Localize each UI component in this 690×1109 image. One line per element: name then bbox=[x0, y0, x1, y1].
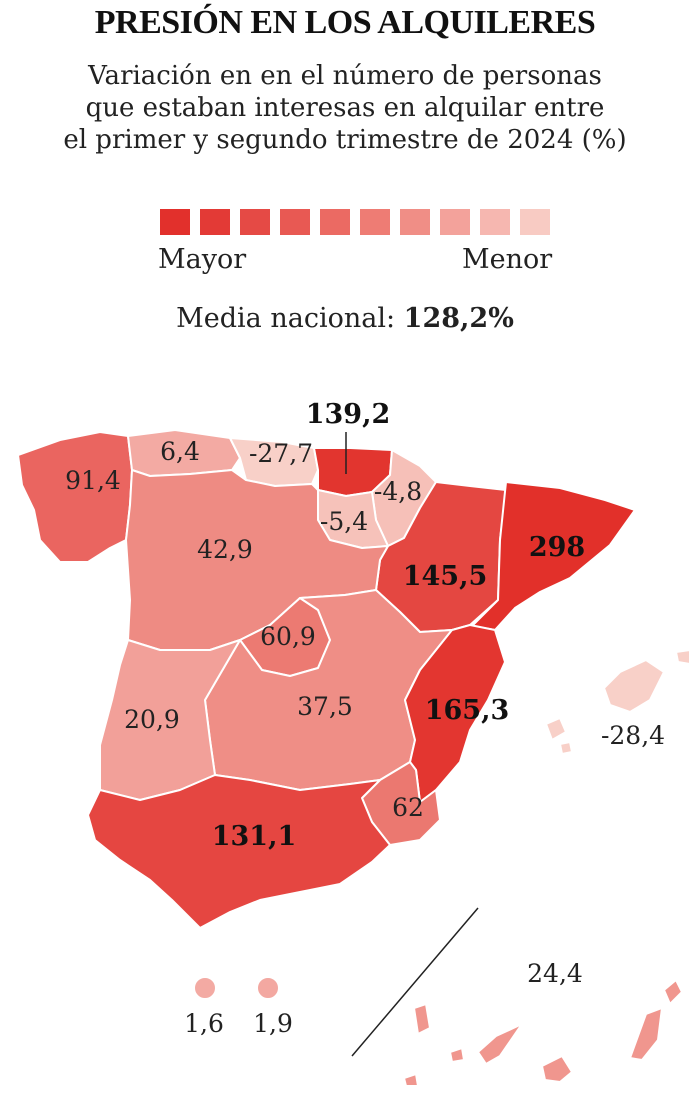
legend-swatch-6 bbox=[360, 209, 390, 235]
legend-high-label: Mayor bbox=[158, 244, 247, 275]
legend-swatch-2 bbox=[200, 209, 230, 235]
label-andalucia: 131,1 bbox=[212, 821, 297, 852]
legend-swatch-3 bbox=[240, 209, 270, 235]
label-castilla-la-mancha: 37,5 bbox=[297, 692, 353, 721]
label-murcia: 62 bbox=[392, 793, 424, 822]
label-baleares: -28,4 bbox=[601, 721, 665, 750]
national-average-label: Media nacional: bbox=[176, 303, 396, 334]
national-average-value: 128,2% bbox=[403, 303, 514, 334]
region-canarias-la-palma bbox=[413, 1003, 431, 1035]
region-galicia bbox=[17, 431, 133, 563]
label-la-rioja: -5,4 bbox=[320, 507, 368, 536]
region-canarias-tenerife bbox=[477, 1023, 523, 1065]
label-pais-vasco: 139,2 bbox=[306, 399, 391, 430]
canarias-divider-line bbox=[351, 907, 479, 1057]
subtitle-line-1: Variación en en el número de personas bbox=[88, 61, 602, 91]
legend-swatch-10 bbox=[520, 209, 550, 235]
map-title: PRESIÓN EN LOS ALQUILERES bbox=[94, 4, 596, 41]
label-aragon: 145,5 bbox=[403, 561, 488, 592]
region-andalucia bbox=[87, 774, 391, 929]
region-canarias-fuerteventura bbox=[629, 1007, 663, 1061]
label-asturias: 6,4 bbox=[160, 437, 200, 466]
region-canarias-gran-canaria bbox=[541, 1055, 573, 1083]
legend-low-label: Menor bbox=[462, 244, 553, 275]
subtitle-line-2: que estaban interesas en alquilar entre bbox=[85, 93, 605, 123]
region-ceuta bbox=[193, 976, 217, 1000]
map-subtitle: Variación en en el número de personas qu… bbox=[20, 60, 670, 156]
region-baleares-formentera bbox=[559, 741, 573, 755]
legend-swatch-5 bbox=[320, 209, 350, 235]
region-baleares-ibiza bbox=[545, 717, 567, 741]
label-navarra: -4,8 bbox=[374, 477, 422, 506]
label-ceuta: 1,6 bbox=[184, 1009, 224, 1038]
label-melilla: 1,9 bbox=[253, 1009, 293, 1038]
legend-swatch-1 bbox=[160, 209, 190, 235]
region-canarias-lanzarote bbox=[663, 979, 683, 1005]
color-legend bbox=[160, 209, 560, 239]
region-melilla bbox=[256, 976, 280, 1000]
subtitle-line-3: el primer y segundo trimestre de 2024 (%… bbox=[63, 125, 627, 155]
legend-swatch-4 bbox=[280, 209, 310, 235]
region-cataluna bbox=[471, 481, 636, 631]
legend-swatch-8 bbox=[440, 209, 470, 235]
label-extremadura: 20,9 bbox=[124, 705, 180, 734]
national-average: Media nacional: 128,2% bbox=[0, 303, 690, 334]
region-canarias-el-hierro bbox=[403, 1073, 419, 1087]
label-madrid: 60,9 bbox=[260, 622, 316, 651]
legend-swatch-9 bbox=[480, 209, 510, 235]
label-cantabria: -27,7 bbox=[249, 439, 313, 468]
legend-swatch-7 bbox=[400, 209, 430, 235]
label-valencia: 165,3 bbox=[425, 695, 510, 726]
label-castilla-y-leon: 42,9 bbox=[197, 535, 253, 564]
label-galicia: 91,4 bbox=[65, 466, 121, 495]
label-cataluna: 298 bbox=[529, 532, 585, 563]
region-baleares-menorca bbox=[675, 649, 690, 665]
region-canarias-la-gomera bbox=[449, 1047, 465, 1063]
label-canarias: 24,4 bbox=[527, 959, 583, 988]
region-baleares-mallorca bbox=[603, 659, 665, 713]
